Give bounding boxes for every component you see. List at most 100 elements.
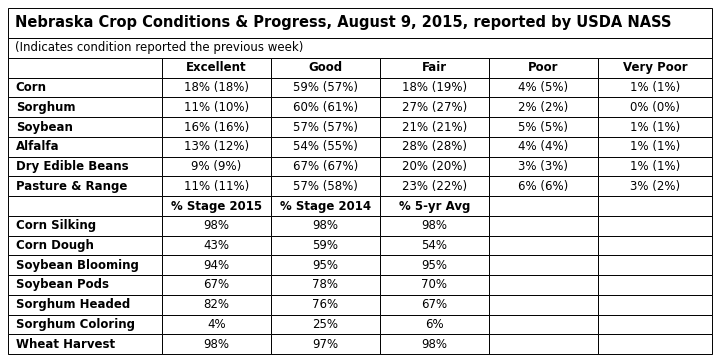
Text: 3% (2%): 3% (2%) <box>630 180 680 193</box>
Bar <box>8 334 162 354</box>
Bar <box>489 295 598 315</box>
Bar <box>8 58 162 78</box>
Text: 67%: 67% <box>203 278 229 291</box>
Text: 98%: 98% <box>203 338 229 351</box>
Bar <box>598 334 712 354</box>
Text: 23% (22%): 23% (22%) <box>402 180 467 193</box>
Bar <box>598 216 712 236</box>
Bar <box>489 117 598 137</box>
Text: % Stage 2015: % Stage 2015 <box>171 199 262 212</box>
Bar <box>271 334 380 354</box>
Text: Poor: Poor <box>528 62 559 74</box>
Text: 57% (58%): 57% (58%) <box>293 180 358 193</box>
Text: 98%: 98% <box>421 219 447 232</box>
Bar <box>598 275 712 295</box>
Bar <box>162 58 271 78</box>
Text: Corn Dough: Corn Dough <box>16 239 94 252</box>
Bar <box>380 58 489 78</box>
Bar <box>271 157 380 176</box>
Bar <box>598 176 712 196</box>
Bar <box>8 176 162 196</box>
Bar <box>380 157 489 176</box>
Bar <box>380 78 489 97</box>
Bar <box>380 315 489 334</box>
Bar <box>489 315 598 334</box>
Text: 54%: 54% <box>421 239 447 252</box>
Bar <box>489 137 598 157</box>
Bar <box>489 176 598 196</box>
Text: Nebraska Crop Conditions & Progress, August 9, 2015, reported by USDA NASS: Nebraska Crop Conditions & Progress, Aug… <box>15 16 672 30</box>
Text: 6%: 6% <box>425 318 444 331</box>
Bar <box>162 315 271 334</box>
Text: 4% (5%): 4% (5%) <box>518 81 569 94</box>
Bar <box>380 295 489 315</box>
Text: 98%: 98% <box>203 219 229 232</box>
Text: 97%: 97% <box>312 338 338 351</box>
Text: 21% (21%): 21% (21%) <box>402 121 467 134</box>
Text: Sorghum Headed: Sorghum Headed <box>16 298 130 311</box>
Bar <box>162 117 271 137</box>
Text: Sorghum Coloring: Sorghum Coloring <box>16 318 135 331</box>
Bar <box>8 236 162 255</box>
Bar <box>8 97 162 117</box>
Text: % 5-yr Avg: % 5-yr Avg <box>399 199 470 212</box>
Bar <box>489 97 598 117</box>
Bar <box>162 295 271 315</box>
Bar <box>489 58 598 78</box>
Bar <box>598 157 712 176</box>
Text: 6% (6%): 6% (6%) <box>518 180 569 193</box>
Bar <box>489 255 598 275</box>
Text: 20% (20%): 20% (20%) <box>402 160 467 173</box>
Bar <box>8 216 162 236</box>
Text: 16% (16%): 16% (16%) <box>184 121 249 134</box>
Text: 54% (55%): 54% (55%) <box>293 140 358 153</box>
Bar <box>271 275 380 295</box>
Bar <box>380 176 489 196</box>
Text: Excellent: Excellent <box>186 62 246 74</box>
Text: Very Poor: Very Poor <box>623 62 688 74</box>
Text: 9% (9%): 9% (9%) <box>191 160 241 173</box>
Bar <box>598 295 712 315</box>
Bar <box>271 176 380 196</box>
Text: 5% (5%): 5% (5%) <box>518 121 568 134</box>
Bar <box>8 295 162 315</box>
Text: 82%: 82% <box>203 298 229 311</box>
Text: 1% (1%): 1% (1%) <box>630 121 680 134</box>
Bar <box>162 97 271 117</box>
Bar <box>489 78 598 97</box>
Bar <box>380 334 489 354</box>
Bar <box>162 78 271 97</box>
Bar <box>162 275 271 295</box>
Text: % Stage 2014: % Stage 2014 <box>280 199 371 212</box>
Text: 18% (19%): 18% (19%) <box>402 81 467 94</box>
Bar <box>489 196 598 216</box>
Text: 4%: 4% <box>207 318 225 331</box>
Bar <box>271 137 380 157</box>
Text: 98%: 98% <box>421 338 447 351</box>
Bar <box>598 236 712 255</box>
Text: 13% (12%): 13% (12%) <box>184 140 249 153</box>
Text: 78%: 78% <box>312 278 338 291</box>
Text: 27% (27%): 27% (27%) <box>402 101 467 114</box>
Text: Corn Silking: Corn Silking <box>16 219 96 232</box>
Text: 11% (11%): 11% (11%) <box>184 180 249 193</box>
Bar <box>489 216 598 236</box>
Bar <box>489 236 598 255</box>
Text: 1% (1%): 1% (1%) <box>630 160 680 173</box>
Bar <box>598 196 712 216</box>
Text: 59%: 59% <box>312 239 338 252</box>
Text: 28% (28%): 28% (28%) <box>402 140 467 153</box>
Bar <box>162 236 271 255</box>
Text: 60% (61%): 60% (61%) <box>293 101 358 114</box>
Bar <box>271 216 380 236</box>
Bar <box>162 196 271 216</box>
Text: Soybean Pods: Soybean Pods <box>16 278 109 291</box>
Text: 0% (0%): 0% (0%) <box>630 101 680 114</box>
Bar <box>380 97 489 117</box>
Bar <box>271 58 380 78</box>
Bar <box>489 157 598 176</box>
Bar <box>598 58 712 78</box>
Text: 95%: 95% <box>421 259 447 272</box>
Text: 1% (1%): 1% (1%) <box>630 140 680 153</box>
Bar <box>8 8 712 38</box>
